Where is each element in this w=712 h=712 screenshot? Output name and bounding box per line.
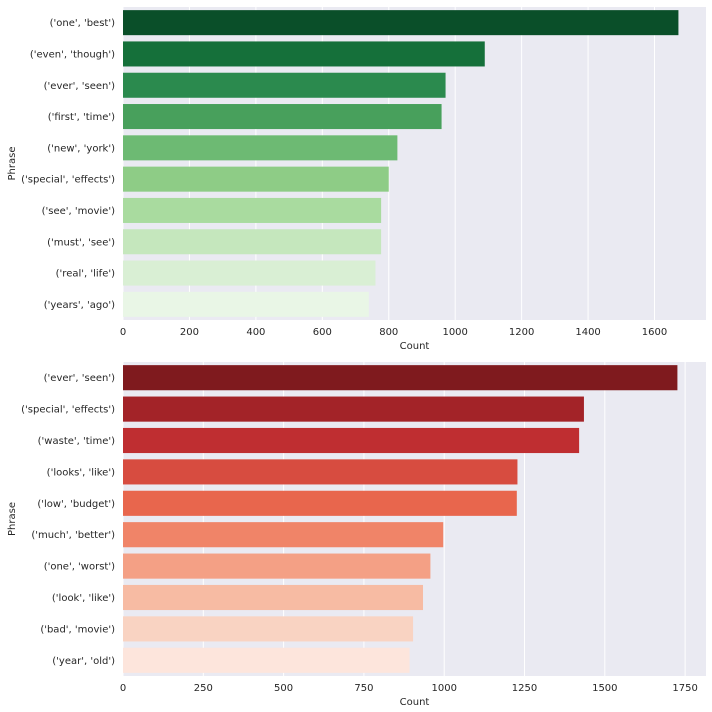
bottom-x-axis-label: Count [400, 697, 430, 708]
bottom-x-tick-label: 750 [354, 683, 373, 694]
top-category-label: ('one', 'best') [50, 18, 115, 29]
top-bar [123, 10, 679, 36]
top-category-label: ('ever', 'seen') [44, 81, 115, 92]
bottom-bar [123, 584, 424, 611]
bottom-bar [123, 459, 518, 485]
top-bar [123, 72, 446, 98]
top-x-tick-label: 800 [379, 327, 398, 338]
bottom-category-label: ('low', 'budget') [37, 499, 115, 510]
bottom-category-label: ('ever', 'seen') [44, 373, 115, 384]
bottom-bar [123, 522, 444, 548]
bottom-x-tick-label: 250 [194, 683, 213, 694]
bottom-category-label: ('looks', 'like') [47, 467, 115, 478]
top-bar [123, 197, 382, 223]
top-bar [123, 41, 485, 67]
top-category-label: ('new', 'york') [47, 143, 115, 154]
bottom-bar [123, 616, 414, 642]
top-bar-chart: 0 200 400 600 800 1000 1200 1400 1600 ('one', 'be… [7, 7, 706, 352]
top-bar [123, 166, 389, 192]
top-bar [123, 104, 442, 130]
bottom-x-tick-label: 1000 [431, 683, 456, 694]
bottom-bar [123, 365, 678, 391]
bottom-category-label: ('waste', 'time') [38, 436, 115, 447]
top-category-label: ('must', 'see') [47, 237, 115, 248]
top-x-tick-label: 1000 [442, 327, 467, 338]
bottom-category-label: ('much', 'better') [31, 530, 115, 541]
bottom-x-tick-label: 1250 [512, 683, 537, 694]
bottom-x-tick-label: 0 [120, 683, 126, 694]
bottom-x-tick-label: 1500 [592, 683, 617, 694]
top-x-tick-label: 600 [313, 327, 332, 338]
top-x-tick-label: 400 [246, 327, 265, 338]
top-x-tick-label: 200 [180, 327, 199, 338]
top-bar [123, 135, 398, 161]
bottom-x-tick-label: 500 [274, 683, 293, 694]
top-bar [123, 260, 376, 286]
top-x-tick-label: 1400 [575, 327, 600, 338]
top-category-label: ('first', 'time') [48, 112, 115, 123]
top-x-tick-label: 1600 [642, 327, 667, 338]
top-x-tick-label: 1200 [509, 327, 534, 338]
bottom-bar [123, 553, 431, 579]
top-bar [123, 229, 382, 255]
bottom-bar [123, 427, 580, 454]
bottom-category-label: ('bad', 'movie') [40, 624, 115, 635]
bottom-x-tick-label: 1750 [672, 683, 697, 694]
bottom-category-label: ('look', 'like') [52, 593, 115, 604]
top-category-label: ('see', 'movie') [42, 206, 115, 217]
bottom-category-label: ('special', 'effects') [21, 405, 115, 416]
bottom-category-label: ('year', 'old') [52, 656, 115, 667]
top-x-axis-label: Count [400, 341, 430, 352]
top-category-label: ('even', 'though') [30, 49, 115, 60]
bottom-bar [123, 490, 517, 516]
bottom-bar-chart: 0 250 500 750 1000 1250 1500 1750 ('ever', 'seen… [7, 362, 706, 708]
bottom-y-axis-label: Phrase [7, 502, 18, 536]
top-bar [123, 291, 369, 317]
bottom-bar [123, 396, 584, 422]
top-category-label: ('years', 'ago') [44, 300, 115, 311]
top-category-label: ('special', 'effects') [21, 175, 115, 186]
top-x-tick-label: 0 [120, 327, 126, 338]
bottom-category-label: ('one', 'worst') [44, 562, 115, 573]
bottom-bar [123, 647, 410, 673]
top-y-axis-label: Phrase [7, 147, 18, 181]
top-category-label: ('real', 'life') [56, 269, 115, 280]
